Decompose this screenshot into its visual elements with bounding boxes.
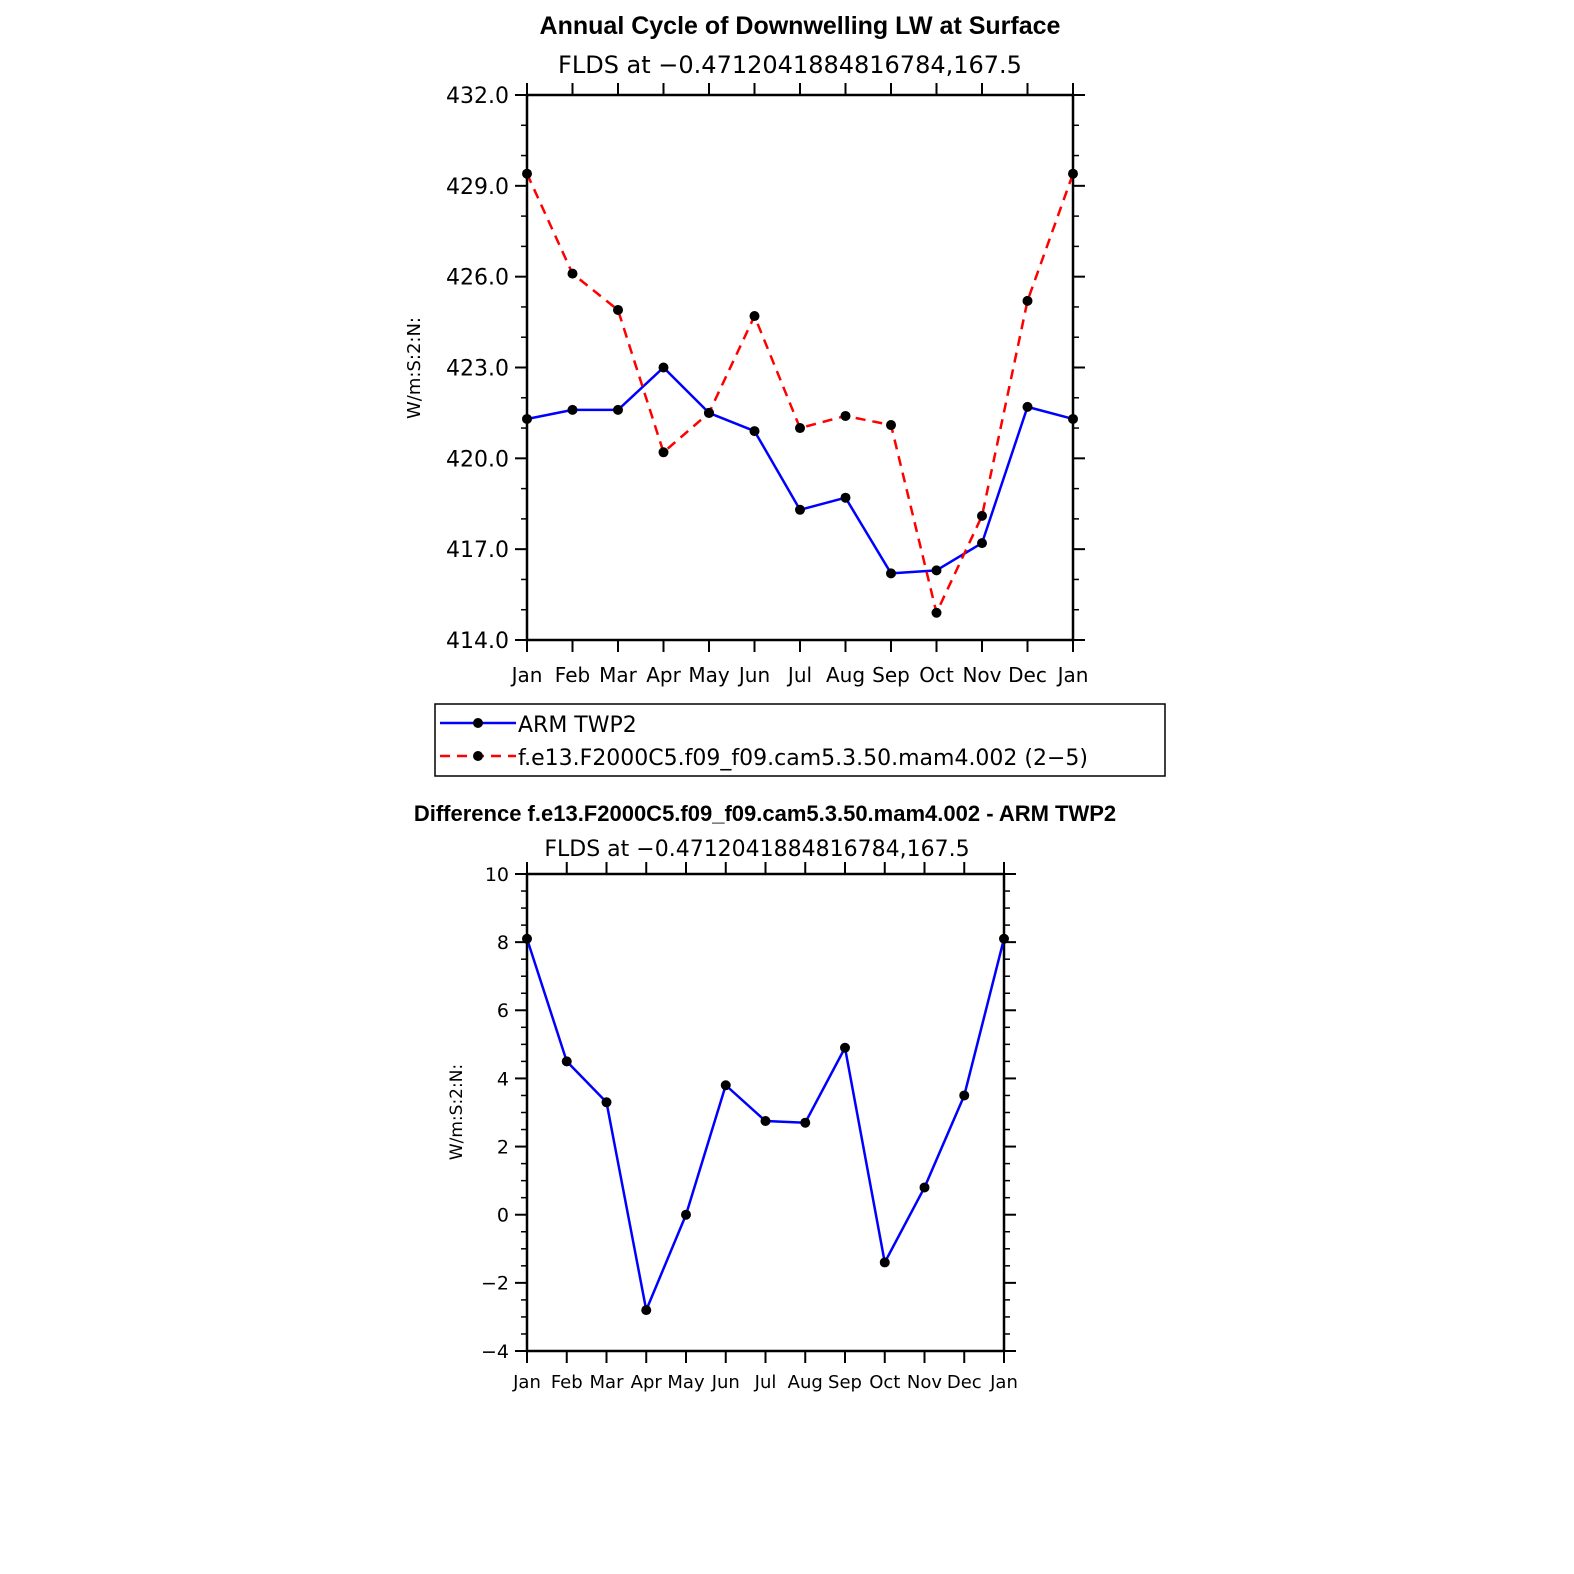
data-point-1-1: [567, 268, 578, 279]
data-point-0-2: [613, 404, 623, 415]
y-tick-label: 10: [485, 864, 509, 886]
data-point-0-1: [567, 404, 578, 415]
data-point-0-7: [800, 1117, 811, 1128]
y-tick-label: −4: [481, 1341, 509, 1363]
x-tick-label: Oct: [919, 663, 954, 687]
data-point-0-3: [658, 362, 669, 373]
x-tick-label: Apr: [631, 1372, 663, 1393]
y-tick-label: 426.0: [446, 266, 509, 291]
x-tick-label: Jan: [1056, 663, 1089, 687]
chart1-plot: 414.0 417.0 420.0 423.0 426.0 429.0 432.0 Jan Fe…: [446, 83, 1088, 687]
plot-frame: [525, 872, 1006, 1353]
y-tick-label: 417.0: [446, 538, 509, 563]
x-tick-label: Feb: [555, 663, 590, 687]
data-point-0-5: [749, 426, 760, 437]
legend-label-model: f.e13.F2000C5.f09_f09.cam5.3.50.mam4.002…: [518, 746, 1088, 771]
legend-label-arm: ARM TWP2: [518, 713, 637, 738]
y-tick-label: 4: [497, 1068, 509, 1090]
data-point-0-0: [522, 933, 532, 944]
x-tick-label: May: [688, 663, 730, 687]
data-point-1-9: [931, 607, 942, 618]
data-point-1-6: [795, 423, 805, 434]
data-point-0-9: [931, 565, 942, 576]
plot-frame: [525, 93, 1075, 642]
y-tick-label: 414.0: [446, 629, 509, 654]
data-point-1-7: [840, 410, 851, 421]
chart2-ylabel: W/m:S:2:N:: [447, 1064, 467, 1160]
x-tick-label: Jul: [754, 1372, 777, 1393]
x-tick-label: Mar: [590, 1372, 625, 1393]
x-tick-label: Sep: [872, 663, 910, 687]
data-point-0-12: [999, 933, 1009, 944]
legend-marker-model: [473, 751, 483, 761]
y-tick-label: 6: [497, 1000, 509, 1022]
y-tick-label: 432.0: [446, 84, 509, 109]
data-point-0-2: [601, 1097, 612, 1108]
y-tick-label: 8: [497, 932, 509, 954]
data-point-0-6: [760, 1116, 771, 1127]
data-point-1-10: [977, 510, 987, 521]
y-tick-label: 423.0: [446, 356, 509, 381]
x-tick-label: Aug: [826, 663, 865, 687]
data-point-1-0: [522, 168, 532, 179]
data-point-0-9: [879, 1257, 890, 1268]
y-tick-label: −2: [481, 1273, 509, 1295]
chart1-title: Annual Cycle of Downwelling LW at Surfac…: [540, 12, 1061, 40]
data-point-1-5: [749, 311, 760, 322]
legend: ARM TWP2 f.e13.F2000C5.f09_f09.cam5.3.50…: [434, 703, 1166, 777]
y-tick-label: 0: [497, 1205, 509, 1227]
x-tick-label: Oct: [869, 1372, 900, 1393]
y-tick-label: 429.0: [446, 175, 509, 200]
chart2-title: Difference f.e13.F2000C5.f09_f09.cam5.3.…: [414, 801, 1116, 826]
x-tick-label: Jan: [510, 663, 543, 687]
data-point-1-4: [704, 407, 714, 418]
x-tick-label: Dec: [947, 1372, 982, 1393]
x-tick-label: Jul: [786, 663, 812, 687]
data-point-0-10: [977, 538, 987, 549]
x-tick-label: Apr: [646, 663, 681, 687]
data-point-0-0: [522, 413, 532, 424]
data-point-0-7: [840, 492, 851, 503]
chart1-subtitle: FLDS at −0.4712041884816784,167.5: [558, 51, 1022, 79]
data-point-0-4: [681, 1209, 691, 1220]
legend-marker-arm: [473, 718, 483, 728]
x-tick-label: Dec: [1008, 663, 1047, 687]
x-tick-label: Jan: [512, 1372, 541, 1393]
data-point-1-2: [613, 304, 623, 315]
x-tick-label: Nov: [907, 1372, 942, 1393]
y-tick-label: 2: [497, 1136, 509, 1158]
data-point-0-3: [641, 1305, 652, 1316]
x-tick-label: Aug: [788, 1372, 823, 1393]
x-tick-label: May: [667, 1372, 705, 1393]
x-tick-label: Nov: [962, 663, 1001, 687]
data-point-0-8: [840, 1042, 850, 1053]
data-point-0-10: [919, 1182, 930, 1193]
chart2-plot: −4 −2 0 2 4 6 8 10 Jan Feb Mar Apr May Jun Jul Aug Sep Oc…: [481, 862, 1018, 1393]
data-point-0-11: [1022, 401, 1033, 412]
x-tick-label: Jan: [989, 1372, 1018, 1393]
data-point-0-12: [1068, 413, 1078, 424]
data-point-0-11: [959, 1090, 970, 1101]
data-point-0-5: [720, 1080, 731, 1091]
series-line-1: [525, 173, 1075, 614]
x-tick-label: Feb: [551, 1372, 583, 1393]
x-tick-label: Sep: [828, 1372, 862, 1393]
data-point-0-1: [561, 1056, 572, 1067]
data-point-1-11: [1022, 295, 1033, 306]
x-tick-label: Jun: [711, 1372, 740, 1393]
legend-box: [434, 703, 1166, 777]
x-tick-label: Mar: [599, 663, 638, 687]
data-point-0-8: [886, 568, 896, 579]
data-point-1-3: [658, 447, 669, 458]
data-point-1-12: [1068, 168, 1078, 179]
chart2-subtitle: FLDS at −0.4712041884816784,167.5: [544, 837, 969, 862]
y-tick-label: 420.0: [446, 447, 509, 472]
chart1-ylabel: W/m:S:2:N:: [404, 317, 425, 419]
x-tick-label: Jun: [737, 663, 770, 687]
data-point-0-6: [795, 504, 805, 515]
data-point-1-8: [886, 420, 896, 431]
